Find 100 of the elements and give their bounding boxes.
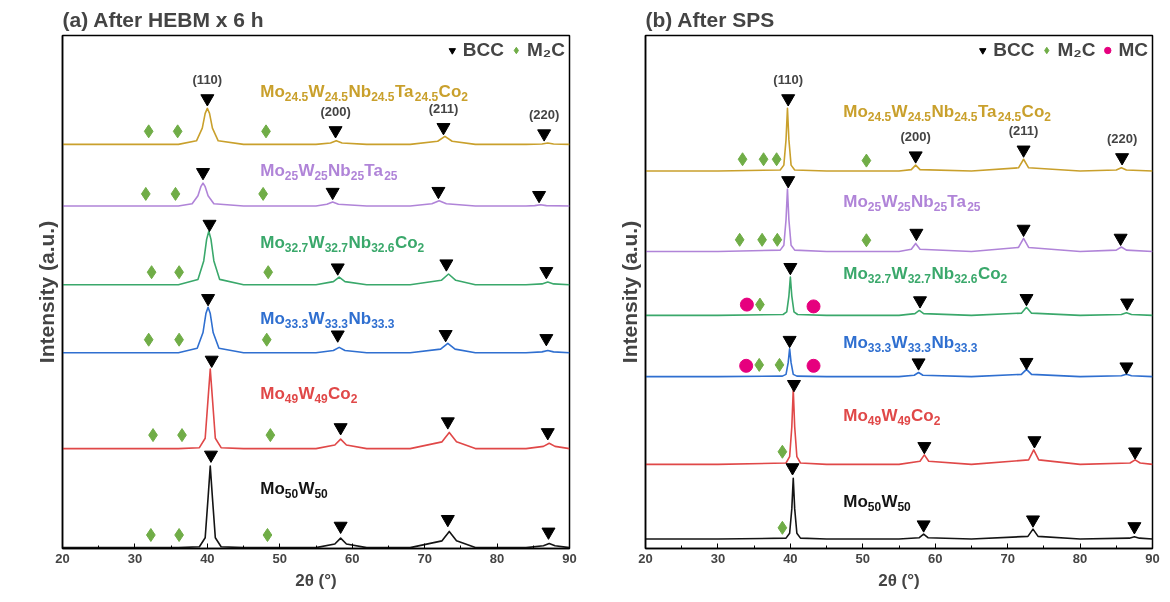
x-tick-label: 90 bbox=[562, 550, 577, 566]
point bbox=[754, 357, 765, 372]
legend-label: BCC bbox=[993, 39, 1035, 61]
point bbox=[783, 263, 798, 276]
point bbox=[539, 334, 554, 347]
x-tick-label: 30 bbox=[127, 550, 143, 566]
point bbox=[140, 186, 151, 201]
point bbox=[1016, 145, 1031, 158]
point bbox=[200, 94, 215, 107]
point bbox=[263, 265, 274, 280]
point bbox=[436, 123, 451, 136]
point bbox=[330, 263, 345, 276]
point bbox=[777, 444, 788, 459]
y-axis-title: Intensity (a.u.) bbox=[617, 220, 641, 364]
legend-label: M₂C bbox=[1057, 39, 1096, 61]
point bbox=[537, 129, 552, 142]
point bbox=[440, 515, 455, 528]
x-tick-label: 20 bbox=[638, 550, 653, 566]
point bbox=[911, 358, 926, 371]
point bbox=[739, 297, 754, 312]
x-tick-label: 40 bbox=[200, 550, 215, 566]
point bbox=[777, 520, 788, 535]
point bbox=[146, 528, 156, 542]
point bbox=[1019, 294, 1034, 307]
point bbox=[1025, 515, 1040, 528]
annotation: (220) bbox=[528, 107, 560, 123]
x-tick-label: 80 bbox=[489, 550, 505, 566]
point bbox=[333, 423, 348, 436]
point bbox=[328, 126, 343, 139]
legend-label: BCC bbox=[462, 39, 504, 61]
annotation: (211) bbox=[1008, 123, 1039, 139]
point bbox=[204, 355, 219, 368]
annotation: (220) bbox=[1106, 130, 1138, 146]
point bbox=[170, 186, 181, 201]
chart-title: (b) After SPS bbox=[645, 7, 775, 31]
point bbox=[532, 191, 547, 204]
x-tick-label: 20 bbox=[55, 550, 70, 566]
point bbox=[431, 186, 446, 200]
point bbox=[909, 228, 924, 242]
point bbox=[785, 463, 800, 476]
point bbox=[1115, 153, 1130, 166]
annotation: (200) bbox=[900, 129, 931, 145]
annotation: (200) bbox=[320, 103, 351, 119]
point bbox=[781, 176, 796, 189]
point bbox=[539, 267, 554, 280]
point bbox=[916, 520, 931, 533]
point bbox=[330, 330, 345, 343]
annotation: (211) bbox=[428, 100, 459, 116]
point bbox=[143, 124, 154, 139]
point bbox=[1016, 224, 1031, 238]
point bbox=[438, 330, 453, 343]
point bbox=[439, 259, 454, 272]
point bbox=[806, 299, 821, 314]
point bbox=[440, 417, 455, 430]
x-axis-title: 2θ (°) bbox=[878, 570, 920, 590]
point bbox=[261, 332, 272, 347]
point bbox=[1027, 436, 1042, 449]
point bbox=[202, 219, 217, 233]
point bbox=[734, 232, 745, 247]
point bbox=[782, 335, 797, 349]
x-tick-label: 60 bbox=[927, 550, 943, 566]
x-tick-label: 60 bbox=[344, 550, 360, 566]
legend-label: MC bbox=[1118, 39, 1148, 61]
x-tick-label: 40 bbox=[783, 550, 798, 566]
point bbox=[1119, 362, 1134, 375]
point bbox=[541, 527, 556, 540]
text: (110) bbox=[773, 72, 804, 87]
point bbox=[172, 124, 183, 139]
x-axis-title: 2θ (°) bbox=[295, 570, 337, 590]
point bbox=[786, 380, 801, 393]
point bbox=[1120, 298, 1135, 311]
point bbox=[196, 168, 211, 181]
point bbox=[201, 294, 216, 307]
x-tick-label: 70 bbox=[417, 550, 432, 566]
point bbox=[771, 152, 782, 167]
x-tick-label: 50 bbox=[855, 550, 871, 566]
point bbox=[737, 152, 748, 167]
point bbox=[265, 428, 276, 443]
point bbox=[908, 151, 923, 164]
point bbox=[913, 296, 927, 309]
chart-title: (a) After HEBM x 6 h bbox=[62, 7, 264, 31]
point bbox=[1113, 233, 1128, 247]
point bbox=[774, 357, 785, 372]
point bbox=[917, 442, 932, 455]
y-axis-title: Intensity (a.u.) bbox=[34, 220, 58, 364]
point bbox=[1019, 357, 1034, 371]
point bbox=[143, 332, 154, 347]
point bbox=[262, 528, 273, 542]
legend-label: M₂C bbox=[527, 39, 565, 61]
x-tick-label: 50 bbox=[272, 550, 288, 566]
point bbox=[739, 358, 754, 373]
x-tick-label: 70 bbox=[1000, 550, 1015, 566]
point bbox=[1127, 522, 1142, 535]
x-tick-label: 80 bbox=[1072, 550, 1088, 566]
x-tick-label: 90 bbox=[1145, 550, 1160, 566]
point bbox=[861, 233, 872, 248]
point bbox=[781, 94, 796, 107]
point bbox=[806, 358, 821, 373]
point bbox=[333, 521, 348, 535]
point bbox=[1128, 447, 1143, 460]
